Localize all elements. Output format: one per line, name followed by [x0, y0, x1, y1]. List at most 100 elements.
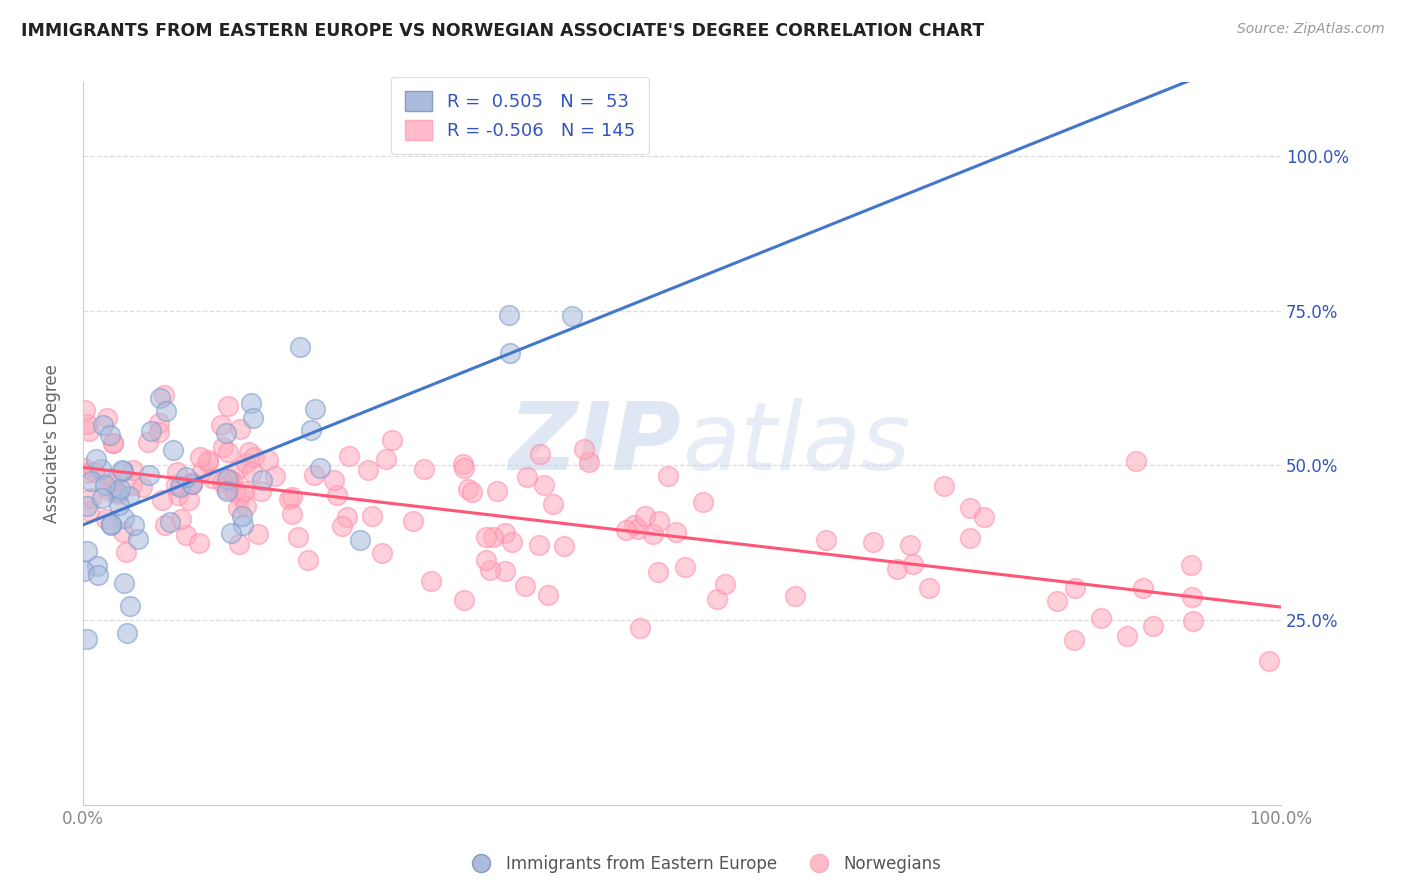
Text: atlas: atlas: [682, 398, 910, 489]
Point: [257, 453, 280, 467]
Point: [121, 477, 143, 491]
Point: [148, 425, 170, 439]
Point: [1046, 594, 1069, 608]
Point: [115, 626, 138, 640]
Point: [280, 507, 302, 521]
Point: [180, 477, 202, 491]
Point: [170, 512, 193, 526]
Point: [381, 433, 404, 447]
Point: [673, 559, 696, 574]
Point: [177, 493, 200, 508]
Point: [98, 427, 121, 442]
Point: [231, 509, 253, 524]
Point: [150, 492, 173, 507]
Point: [281, 490, 304, 504]
Point: [1090, 611, 1112, 625]
Point: [201, 471, 224, 485]
Point: [217, 484, 239, 499]
Point: [91, 418, 114, 433]
Point: [212, 440, 235, 454]
Point: [250, 484, 273, 499]
Point: [246, 527, 269, 541]
Point: [337, 450, 360, 464]
Point: [96, 512, 118, 526]
Point: [127, 532, 149, 546]
Point: [1125, 454, 1147, 468]
Point: [529, 447, 551, 461]
Point: [886, 562, 908, 576]
Point: [498, 308, 520, 322]
Point: [287, 530, 309, 544]
Point: [122, 463, 145, 477]
Point: [374, 452, 396, 467]
Point: [153, 518, 176, 533]
Point: [706, 592, 728, 607]
Point: [243, 450, 266, 464]
Point: [1063, 581, 1085, 595]
Point: [515, 470, 537, 484]
Point: [641, 526, 664, 541]
Point: [112, 510, 135, 524]
Point: [73, 460, 96, 475]
Point: [76, 544, 98, 558]
Point: [457, 482, 479, 496]
Point: [288, 340, 311, 354]
Point: [221, 526, 243, 541]
Point: [501, 535, 523, 549]
Point: [959, 500, 981, 515]
Point: [101, 471, 124, 485]
Point: [131, 480, 153, 494]
Point: [76, 499, 98, 513]
Point: [98, 483, 121, 498]
Point: [229, 489, 252, 503]
Point: [572, 442, 595, 457]
Point: [515, 579, 537, 593]
Point: [76, 466, 98, 480]
Point: [215, 482, 238, 496]
Point: [107, 487, 129, 501]
Point: [360, 509, 382, 524]
Point: [714, 577, 737, 591]
Point: [228, 501, 250, 516]
Point: [215, 426, 238, 441]
Point: [299, 423, 322, 437]
Point: [101, 436, 124, 450]
Point: [169, 480, 191, 494]
Point: [297, 552, 319, 566]
Point: [107, 498, 129, 512]
Point: [647, 565, 669, 579]
Point: [139, 424, 162, 438]
Point: [229, 422, 252, 436]
Legend: R =  0.505   N =  53, R = -0.506   N = 145: R = 0.505 N = 53, R = -0.506 N = 145: [391, 77, 650, 154]
Point: [217, 400, 239, 414]
Point: [118, 489, 141, 503]
Point: [453, 593, 475, 607]
Point: [166, 465, 188, 479]
Point: [218, 472, 240, 486]
Point: [479, 563, 502, 577]
Point: [959, 531, 981, 545]
Point: [304, 401, 326, 416]
Point: [330, 519, 353, 533]
Point: [94, 477, 117, 491]
Point: [553, 540, 575, 554]
Point: [211, 475, 233, 490]
Point: [240, 465, 263, 479]
Point: [101, 477, 124, 491]
Point: [165, 478, 187, 492]
Point: [692, 495, 714, 509]
Point: [138, 467, 160, 482]
Point: [73, 564, 96, 578]
Point: [336, 510, 359, 524]
Point: [561, 309, 583, 323]
Point: [159, 515, 181, 529]
Point: [349, 533, 371, 548]
Point: [238, 445, 260, 459]
Point: [578, 455, 600, 469]
Point: [77, 504, 100, 518]
Point: [115, 545, 138, 559]
Point: [420, 574, 443, 588]
Point: [77, 424, 100, 438]
Point: [76, 417, 98, 431]
Point: [86, 558, 108, 573]
